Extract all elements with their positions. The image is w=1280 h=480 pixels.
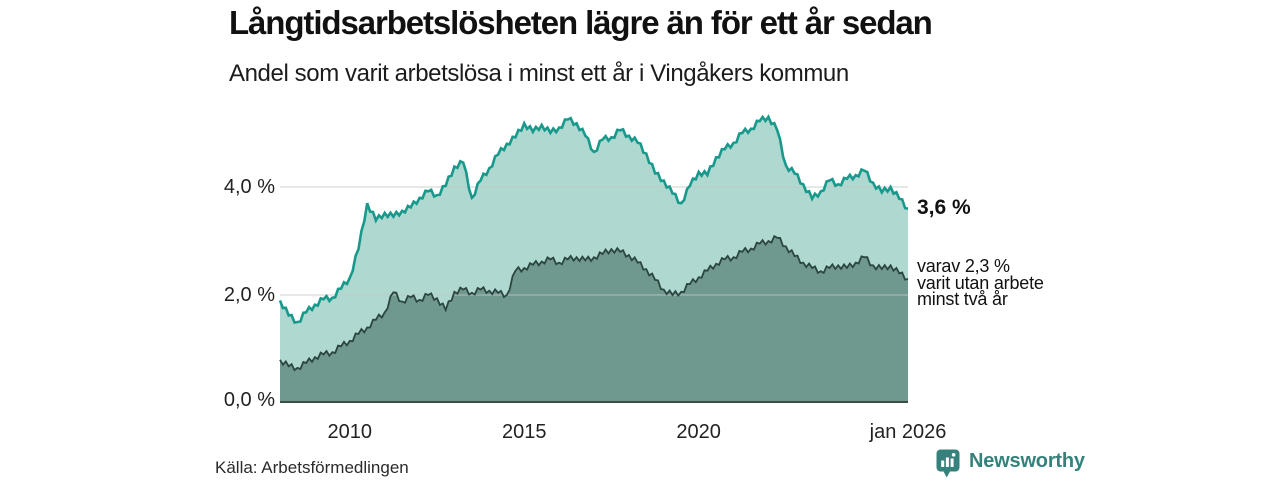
x-tick-label: 2010	[327, 421, 373, 443]
y-tick-label: 4,0 %	[223, 176, 275, 198]
newsworthy-wordmark: Newsworthy	[969, 450, 1085, 472]
annotation-subseries: varav 2,3 % varit utan arbete minst två …	[917, 256, 1044, 309]
y-tick-label: 2,0 %	[223, 284, 275, 306]
source-note: Källa: Arbetsförmedlingen	[215, 458, 409, 477]
y-tick-label: 0,0 %	[223, 389, 275, 411]
chart-subtitle: Andel som varit arbetslösa i minst ett å…	[229, 60, 849, 87]
annotation-total-value: 3,6 %	[917, 196, 971, 219]
x-tick-label: 2020	[676, 421, 721, 443]
chart-title: Långtidsarbetslösheten lägre än för ett …	[229, 4, 933, 41]
x-tick-label: 2015	[501, 421, 547, 443]
newsworthy-logo: Newsworthy	[936, 449, 1085, 479]
newsworthy-bubble-chart-icon	[936, 449, 960, 478]
x-tick-label: jan 2026	[869, 421, 947, 443]
